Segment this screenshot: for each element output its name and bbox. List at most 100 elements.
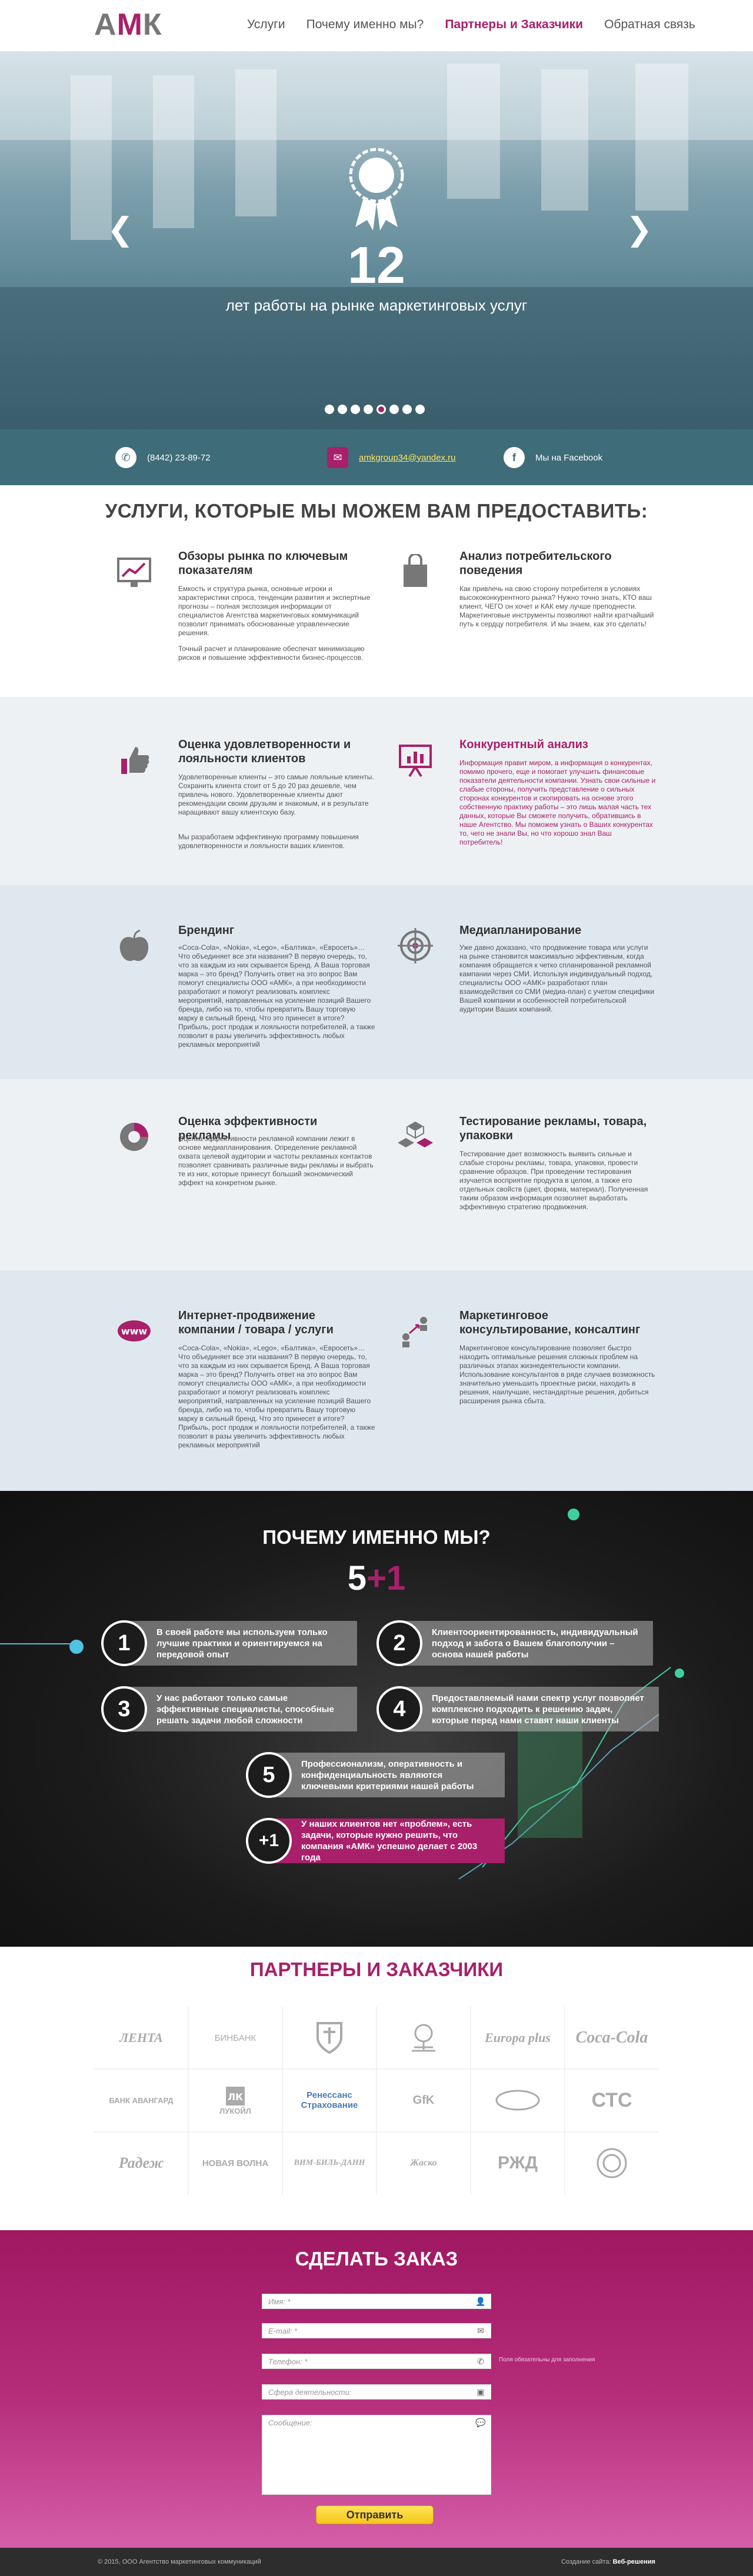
why-item-number: 4 — [376, 1686, 422, 1732]
service-title: Оценка эффективности рекламы — [178, 1115, 318, 1142]
slider-dot[interactable] — [389, 405, 399, 414]
presentation-icon — [399, 745, 432, 778]
main-nav: Услуги Почему именно мы? Партнеры и Зака… — [236, 18, 706, 32]
partner-zhasko[interactable]: Жаско — [410, 2158, 437, 2168]
hero-prev-arrow[interactable]: ❮ — [107, 211, 134, 248]
service-media-planning: Медиапланирование Уже давно доказано, чт… — [398, 923, 657, 1065]
credit-link[interactable]: Веб-решения — [612, 2558, 655, 2565]
why-item-number: 2 — [376, 1620, 422, 1666]
email-input[interactable]: E-mail: * ✉ — [262, 2323, 491, 2338]
service-text: Информация правит миром, а информация о … — [459, 759, 656, 846]
service-competitor-analysis: Конкурентный анализ Информация правит ми… — [398, 738, 657, 879]
activity-input[interactable]: Сфера деятельности: ▣ — [262, 2384, 491, 2400]
hero-next-arrow[interactable]: ❯ — [626, 211, 653, 248]
lukoil-icon: ЛК — [226, 2086, 245, 2105]
partner-shield-logo[interactable] — [282, 2007, 376, 2069]
partner-radezh[interactable]: Радеж — [118, 2154, 164, 2171]
slider-dot[interactable] — [415, 405, 425, 414]
name-input[interactable]: Имя: * 👤 — [262, 2294, 491, 2309]
facebook-link[interactable]: Мы на Facebook — [535, 452, 603, 463]
header: АМК Услуги Почему именно мы? Партнеры и … — [0, 0, 753, 52]
partner-europa-plus[interactable]: Europa plus — [485, 2030, 551, 2045]
partner-tree-logo[interactable] — [376, 2007, 471, 2069]
hero-window — [235, 69, 276, 216]
partner-sts[interactable]: СТС — [591, 2088, 632, 2111]
partner-rzd[interactable]: РЖД — [497, 2153, 538, 2173]
why-item-number: 1 — [101, 1620, 147, 1666]
logo[interactable]: АМК — [94, 8, 162, 42]
why-number-plus: +1 — [366, 1559, 406, 1597]
service-title: Анализ потребительского поведения — [459, 550, 612, 577]
nav-contact[interactable]: Обратная связь — [604, 18, 695, 31]
service-text: Удовлетворенные клиенты – это самые лоял… — [178, 773, 374, 816]
phone-contact[interactable]: ✆ (8442) 23-89-72 — [115, 447, 211, 468]
why-item-number: +1 — [246, 1818, 292, 1864]
why-item: 4 Предоставляемый нами спектр услуг позв… — [376, 1686, 659, 1732]
nav-partners[interactable]: Партнеры и Заказчики — [445, 18, 584, 31]
email-link[interactable]: amkgroup34@yandex.ru — [359, 452, 456, 463]
partner-gfk[interactable]: GfK — [412, 2093, 435, 2107]
slider-dots — [325, 405, 425, 414]
hero-years: 12 — [348, 236, 405, 294]
message-textarea[interactable]: Сообщение: 💬 — [262, 2415, 491, 2495]
oval-logo-icon — [495, 2090, 540, 2111]
activity-placeholder: Сфера деятельности: — [268, 2388, 352, 2397]
slider-dot[interactable] — [338, 405, 347, 414]
slider-dot[interactable] — [351, 405, 360, 414]
service-text: Уже давно доказано, что продвижение това… — [459, 943, 655, 1013]
thumb-icon — [121, 747, 149, 774]
email-placeholder: E-mail: * — [268, 2327, 298, 2335]
hero-desk — [0, 287, 753, 429]
partner-coca-cola[interactable]: Coca-Cola — [575, 2028, 648, 2047]
email-contact[interactable]: ✉ amkgroup34@yandex.ru — [327, 447, 456, 468]
partner-round-logo[interactable] — [565, 2132, 659, 2194]
service-text: Емкость и структура рынка, основные игро… — [178, 585, 371, 637]
services-band — [0, 697, 753, 885]
partner-renaissance[interactable]: Ренессанс Страхование — [301, 2090, 358, 2110]
partner-wbd[interactable]: ВИМ-БИЛЬ-ДАНН — [294, 2158, 365, 2167]
service-consumer-behavior: Анализ потребительского поведения Как пр… — [398, 549, 657, 690]
service-text: Оценка эффективности рекламной компании … — [178, 1134, 374, 1187]
service-text: «Coca-Cola», «Nokia», «Lego», «Балтика»,… — [178, 943, 375, 1049]
slider-dot[interactable] — [402, 405, 412, 414]
nav-services[interactable]: Услуги — [247, 18, 285, 31]
services-band — [0, 885, 753, 1079]
why-item-text: Профессионализм, оперативность и конфиде… — [272, 1753, 505, 1797]
service-text: Маркетинговое консультирование позволяет… — [459, 1344, 655, 1405]
service-text: Тестирование дает возможность выявить си… — [459, 1150, 648, 1211]
partner-lukoil[interactable]: ЛК ЛУКОЙЛ — [188, 2069, 282, 2131]
service-ad-efficiency: Оценка эффективности рекламы Оценка эффе… — [116, 1115, 375, 1256]
facebook-contact[interactable]: f Мы на Facebook — [504, 447, 602, 468]
required-note: Поля обязательны для заполнения — [499, 2357, 595, 2363]
why-item: 2 Клиентоориентированность, индивидуальн… — [376, 1620, 653, 1666]
phone-input[interactable]: Телефон: * ✆ — [262, 2354, 491, 2369]
partner-binbank[interactable]: БИНБАНК — [214, 2033, 256, 2043]
nav-why-us[interactable]: Почему именно мы? — [306, 18, 424, 31]
name-placeholder: Имя: * — [268, 2297, 291, 2306]
partner-novaya-volna[interactable]: НОВАЯ ВОЛНА — [202, 2158, 269, 2168]
service-text: «Coca-Cola», «Nokia», «Lego», «Балтика»,… — [178, 1344, 375, 1449]
partners-grid-lines — [94, 2007, 659, 2195]
slider-dot-active[interactable] — [376, 405, 386, 414]
service-text: Как привлечь на свою сторону потребителя… — [459, 585, 654, 628]
why-item: 1 В своей работе мы используем только лу… — [101, 1620, 357, 1666]
slider-dot[interactable] — [325, 405, 334, 414]
slider-dot[interactable] — [364, 405, 373, 414]
service-title: Оценка удовлетворенности и лояльности кл… — [178, 738, 351, 765]
user-icon: 👤 — [475, 2297, 486, 2306]
credit-label: Создание сайта: Веб-решения — [561, 2558, 655, 2565]
services-band — [0, 1079, 753, 1270]
partner-avangard[interactable]: БАНК АВАНГАРД — [109, 2095, 174, 2105]
why-item-text: Клиентоориентированность, индивидуальный… — [402, 1621, 653, 1666]
phone-number: (8442) 23-89-72 — [147, 452, 211, 463]
svg-text:ЛК: ЛК — [228, 2091, 243, 2103]
partner-oval-logo[interactable] — [471, 2069, 565, 2131]
service-satisfaction: Оценка удовлетворенности и лояльности кл… — [116, 738, 375, 879]
service-title: Обзоры рынка по ключевым показателям — [178, 550, 348, 577]
submit-button[interactable]: Отправить — [316, 2505, 434, 2524]
why-number: 5+1 — [0, 1559, 753, 1598]
partner-lenta[interactable]: ЛЕНТА — [119, 2030, 163, 2045]
message-placeholder: Сообщение: — [268, 2418, 312, 2427]
partners-grid: ЛЕНТА БИНБАНК Europa plus Coca-Cola БАНК… — [94, 2007, 659, 2195]
service-title: Медиапланирование — [459, 924, 582, 937]
